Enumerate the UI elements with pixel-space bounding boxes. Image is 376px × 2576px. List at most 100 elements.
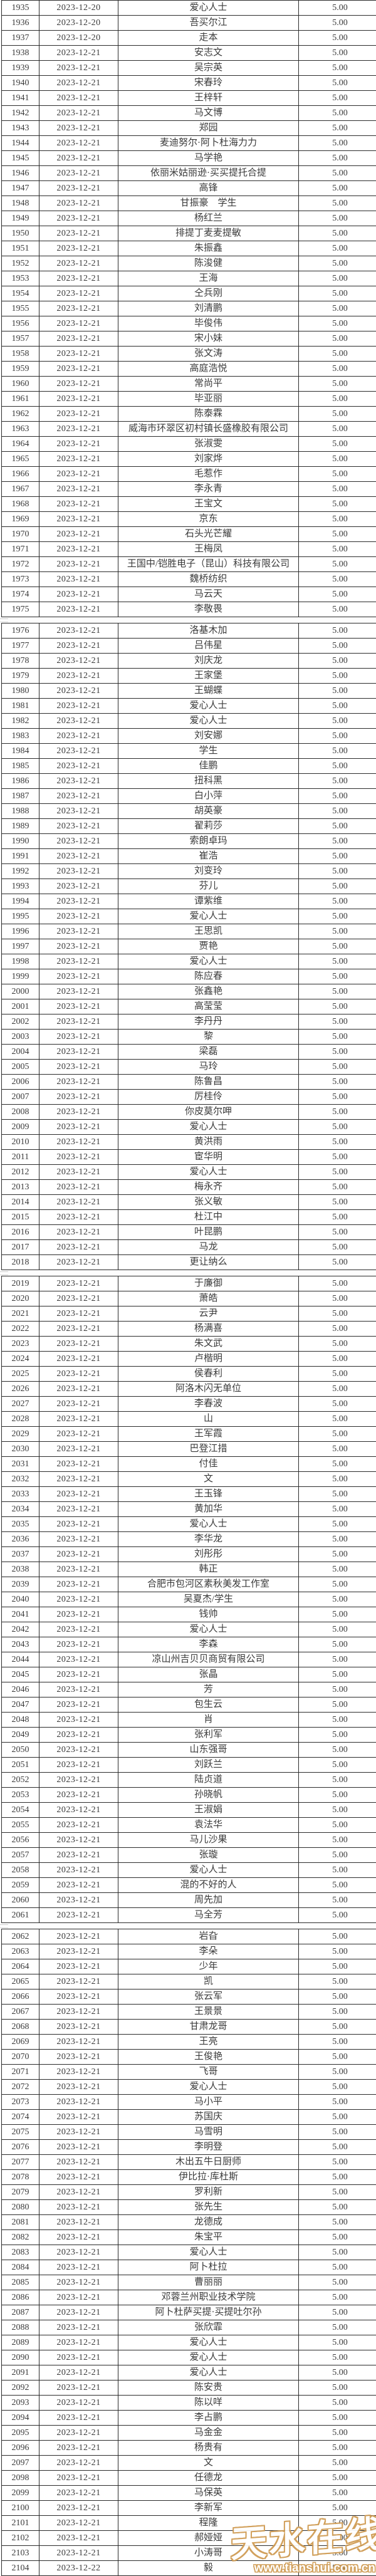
row-name-cell: 你皮莫尔呷 <box>118 1105 299 1120</box>
row-date-cell: 2023-12-21 <box>39 954 118 969</box>
row-amount-cell: 5.00 <box>299 91 376 106</box>
row-amount-cell: 5.00 <box>299 654 376 669</box>
row-name-cell: 吾买尔江 <box>118 16 299 31</box>
row-date-cell: 2023-12-21 <box>39 774 118 789</box>
row-name-cell: 张晶 <box>118 1667 299 1682</box>
row-date-cell: 2023-12-21 <box>39 1382 118 1397</box>
row-date-cell: 2023-12-21 <box>39 1989 118 2005</box>
row-amount-cell: 5.00 <box>299 316 376 331</box>
row-date-cell: 2023-12-21 <box>39 2200 118 2215</box>
row-name-cell: 魏桥纺织 <box>118 572 299 587</box>
row-index-cell: 1971 <box>2 542 39 557</box>
row-amount-cell: 5.00 <box>299 1562 376 1577</box>
row-date-cell: 2023-12-21 <box>39 437 118 452</box>
row-date-cell: 2023-12-21 <box>39 1697 118 1713</box>
row-name-cell: 排提丁麦麦提敏 <box>118 226 299 241</box>
row-name-cell: 马儿沙果 <box>118 1833 299 1848</box>
row-date-cell: 2023-12-21 <box>39 1367 118 1382</box>
row-index-cell: 2076 <box>2 2140 39 2155</box>
row-date-cell: 2023-12-21 <box>39 1893 118 1908</box>
row-name-cell: 陈浚健 <box>118 256 299 271</box>
row-index-cell: 2064 <box>2 1959 39 1974</box>
row-amount-cell: 5.00 <box>299 2215 376 2230</box>
row-name-cell: 吴宗英 <box>118 61 299 76</box>
row-date-cell: 2023-12-21 <box>39 2035 118 2050</box>
row-name-cell: 甘振豪 学生 <box>118 196 299 211</box>
row-name-cell: 朱宝平 <box>118 2230 299 2245</box>
row-index-cell: 2013 <box>2 1180 39 1195</box>
row-name-cell: 文 <box>118 1472 299 1487</box>
row-index-cell: 2092 <box>2 2380 39 2396</box>
row-index-cell: 1947 <box>2 181 39 196</box>
row-name-cell: 毅 <box>118 2561 299 2576</box>
row-amount-cell: 5.00 <box>299 587 376 602</box>
row-amount-cell: 5.00 <box>299 211 376 226</box>
row-amount-cell: 5.00 <box>299 2441 376 2456</box>
row-amount-cell: 5.00 <box>299 2546 376 2561</box>
row-date-cell: 2023-12-20 <box>39 1 118 16</box>
row-name-cell: 毕亚丽 <box>118 392 299 407</box>
row-index-cell: 1973 <box>2 572 39 587</box>
row-index-cell: 2099 <box>2 2486 39 2501</box>
row-index-cell: 2048 <box>2 1713 39 1728</box>
row-index-cell: 1963 <box>2 422 39 437</box>
row-amount-cell: 5.00 <box>299 1180 376 1195</box>
row-index-cell: 1944 <box>2 136 39 151</box>
row-index-cell: 2012 <box>2 1165 39 1180</box>
row-name-cell: 黄加华 <box>118 1502 299 1517</box>
row-amount-cell: 5.00 <box>299 1929 376 1944</box>
row-amount-cell: 5.00 <box>299 2486 376 2501</box>
row-date-cell: 2023-12-21 <box>39 2501 118 2516</box>
row-date-cell: 2023-12-21 <box>39 1276 118 1291</box>
row-date-cell: 2023-12-21 <box>39 654 118 669</box>
row-date-cell: 2023-12-21 <box>39 256 118 271</box>
row-index-cell: 2087 <box>2 2305 39 2320</box>
row-amount-cell: 5.00 <box>299 362 376 377</box>
row-name-cell: 爱心人士 <box>118 1863 299 1878</box>
row-amount-cell: 5.00 <box>299 1577 376 1592</box>
row-name-cell: 刘庆龙 <box>118 654 299 669</box>
row-index-cell: 2023 <box>2 1337 39 1352</box>
row-date-cell: 2023-12-21 <box>39 1306 118 1322</box>
row-index-cell: 2057 <box>2 1848 39 1863</box>
row-date-cell: 2023-12-21 <box>39 377 118 392</box>
row-name-cell: 爱心人士 <box>118 2245 299 2260</box>
row-date-cell: 2023-12-21 <box>39 759 118 774</box>
row-name-cell: 胡英豪 <box>118 804 299 819</box>
row-amount-cell: 5.00 <box>299 1165 376 1180</box>
row-index-cell: 1937 <box>2 31 39 46</box>
row-name-cell: 马玲 <box>118 1060 299 1075</box>
row-amount-cell: 5.00 <box>299 1944 376 1959</box>
row-name-cell: 云尹 <box>118 1306 299 1322</box>
row-index-cell: 1965 <box>2 452 39 467</box>
row-name-cell: 王景景 <box>118 2005 299 2020</box>
row-name-cell: 巴登江措 <box>118 1442 299 1457</box>
row-date-cell: 2023-12-21 <box>39 1195 118 1210</box>
row-name-cell: 麦迪努尔·阿卜杜海力力 <box>118 136 299 151</box>
row-date-cell: 2023-12-21 <box>39 1352 118 1367</box>
row-index-cell: 2007 <box>2 1090 39 1105</box>
row-date-cell: 2023-12-21 <box>39 1637 118 1652</box>
row-amount-cell: 5.00 <box>299 347 376 362</box>
row-date-cell: 2023-12-21 <box>39 181 118 196</box>
row-index-cell: 2071 <box>2 2065 39 2080</box>
row-amount-cell: 5.00 <box>299 256 376 271</box>
row-name-cell: 刘变玲 <box>118 864 299 879</box>
